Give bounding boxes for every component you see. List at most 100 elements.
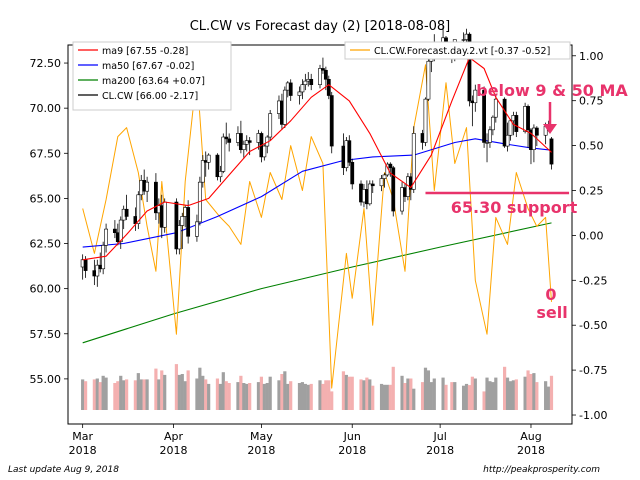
annotation-arrow	[543, 102, 557, 134]
volume-bar	[344, 374, 348, 410]
candle-body	[145, 181, 150, 192]
volume-bar	[81, 379, 85, 410]
volume-bar	[183, 381, 187, 410]
candle	[309, 73, 314, 91]
volume-bar	[359, 379, 363, 410]
candle	[493, 93, 498, 123]
volume-bar	[136, 373, 140, 410]
volume-bar	[122, 380, 126, 410]
candle-body	[282, 89, 287, 125]
candle-body	[177, 225, 182, 250]
volume-bar	[116, 381, 120, 410]
candle	[382, 173, 387, 188]
y-tick-label: 65.00	[30, 192, 62, 205]
candle	[218, 165, 223, 183]
volume-bar	[450, 382, 454, 410]
candle-body	[180, 216, 185, 226]
candle-body	[508, 120, 513, 136]
volume-bar	[101, 375, 105, 410]
candle-body	[490, 116, 495, 131]
x-tick-label-month: Aug	[520, 430, 541, 443]
x-axis: Mar2018Apr2018May2018Jun2018Jul2018Aug20…	[69, 424, 545, 457]
volume-bar	[321, 383, 325, 410]
volume-bar	[277, 380, 281, 410]
candle	[262, 144, 267, 161]
candle-body	[218, 171, 223, 178]
volume-bar	[227, 383, 231, 410]
volume-bar	[104, 377, 108, 410]
volume-bar	[368, 379, 372, 410]
volume-bar	[532, 373, 536, 410]
y2-tick-label: 1.00	[579, 50, 604, 63]
candle-body	[323, 69, 328, 80]
candle	[367, 180, 372, 206]
candle	[488, 126, 492, 148]
y-tick-label: 60.00	[30, 283, 62, 296]
volume-bar	[453, 382, 457, 410]
candle-body	[370, 183, 375, 187]
candle-body	[461, 39, 466, 41]
x-tick-label-month: Jul	[432, 430, 446, 443]
volume-bar	[535, 382, 539, 410]
candle-body	[502, 98, 507, 147]
volume-bar	[309, 383, 313, 410]
volume-bar	[145, 379, 149, 410]
candle	[532, 124, 536, 163]
volume-bar	[385, 384, 389, 410]
y2-tick-label: -1.00	[579, 409, 607, 422]
candle	[154, 173, 158, 221]
candle-body	[241, 143, 246, 150]
ma9-line	[82, 57, 552, 261]
volume-bar	[236, 382, 240, 410]
candle	[238, 120, 243, 154]
volume-bar	[514, 379, 518, 410]
candle-body	[268, 113, 273, 138]
candle	[200, 155, 205, 188]
volume-bar	[242, 383, 246, 410]
y-tick-label: 67.50	[30, 147, 62, 160]
candle	[534, 126, 539, 147]
candle	[350, 158, 355, 190]
candle-body	[347, 140, 352, 163]
volume-bar	[371, 385, 375, 410]
y2-tick-label: -0.25	[579, 274, 607, 287]
volume-bar	[382, 384, 387, 410]
candle-body	[318, 68, 322, 86]
volume-bar	[95, 378, 99, 410]
volume-bar	[262, 383, 266, 410]
x-tick-label-month: Apr	[164, 430, 184, 443]
candle-body	[411, 133, 416, 190]
volume-bar	[180, 374, 184, 410]
y-tick-label: 70.00	[30, 102, 62, 115]
candle-body	[367, 183, 372, 205]
candle-body	[118, 219, 123, 243]
candle	[391, 165, 396, 217]
volume-bar	[259, 376, 263, 410]
volume-bar	[470, 376, 474, 410]
volume-bar	[412, 388, 416, 410]
candle-body	[195, 221, 199, 237]
annotation-zero: 0	[545, 285, 556, 304]
legend-item-forecast: CL.CW.Forecast.day.2.vt [-0.37 -0.52]	[374, 46, 550, 57]
y-tick-label: 62.50	[30, 238, 62, 251]
volume-bar	[207, 383, 211, 410]
volume-bar	[157, 379, 161, 410]
volume-bar	[195, 378, 199, 410]
candle-body	[262, 145, 267, 158]
volume-bar	[549, 375, 554, 410]
y2-tick-label: 0.00	[579, 229, 604, 242]
legend-item-ma9: ma9 [67.55 -0.28]	[102, 46, 188, 57]
volume-bar	[406, 378, 410, 410]
candle	[95, 259, 100, 287]
x-tick-label-year: 2018	[247, 444, 275, 457]
volume-bar	[505, 377, 510, 410]
volume-bar	[391, 366, 395, 410]
arrow-head-icon	[543, 124, 557, 134]
candle-body	[505, 134, 510, 147]
ma9-series	[82, 57, 552, 261]
candle	[485, 133, 489, 163]
candle-body	[493, 98, 498, 118]
candle-body	[473, 89, 478, 104]
candle	[136, 191, 141, 230]
